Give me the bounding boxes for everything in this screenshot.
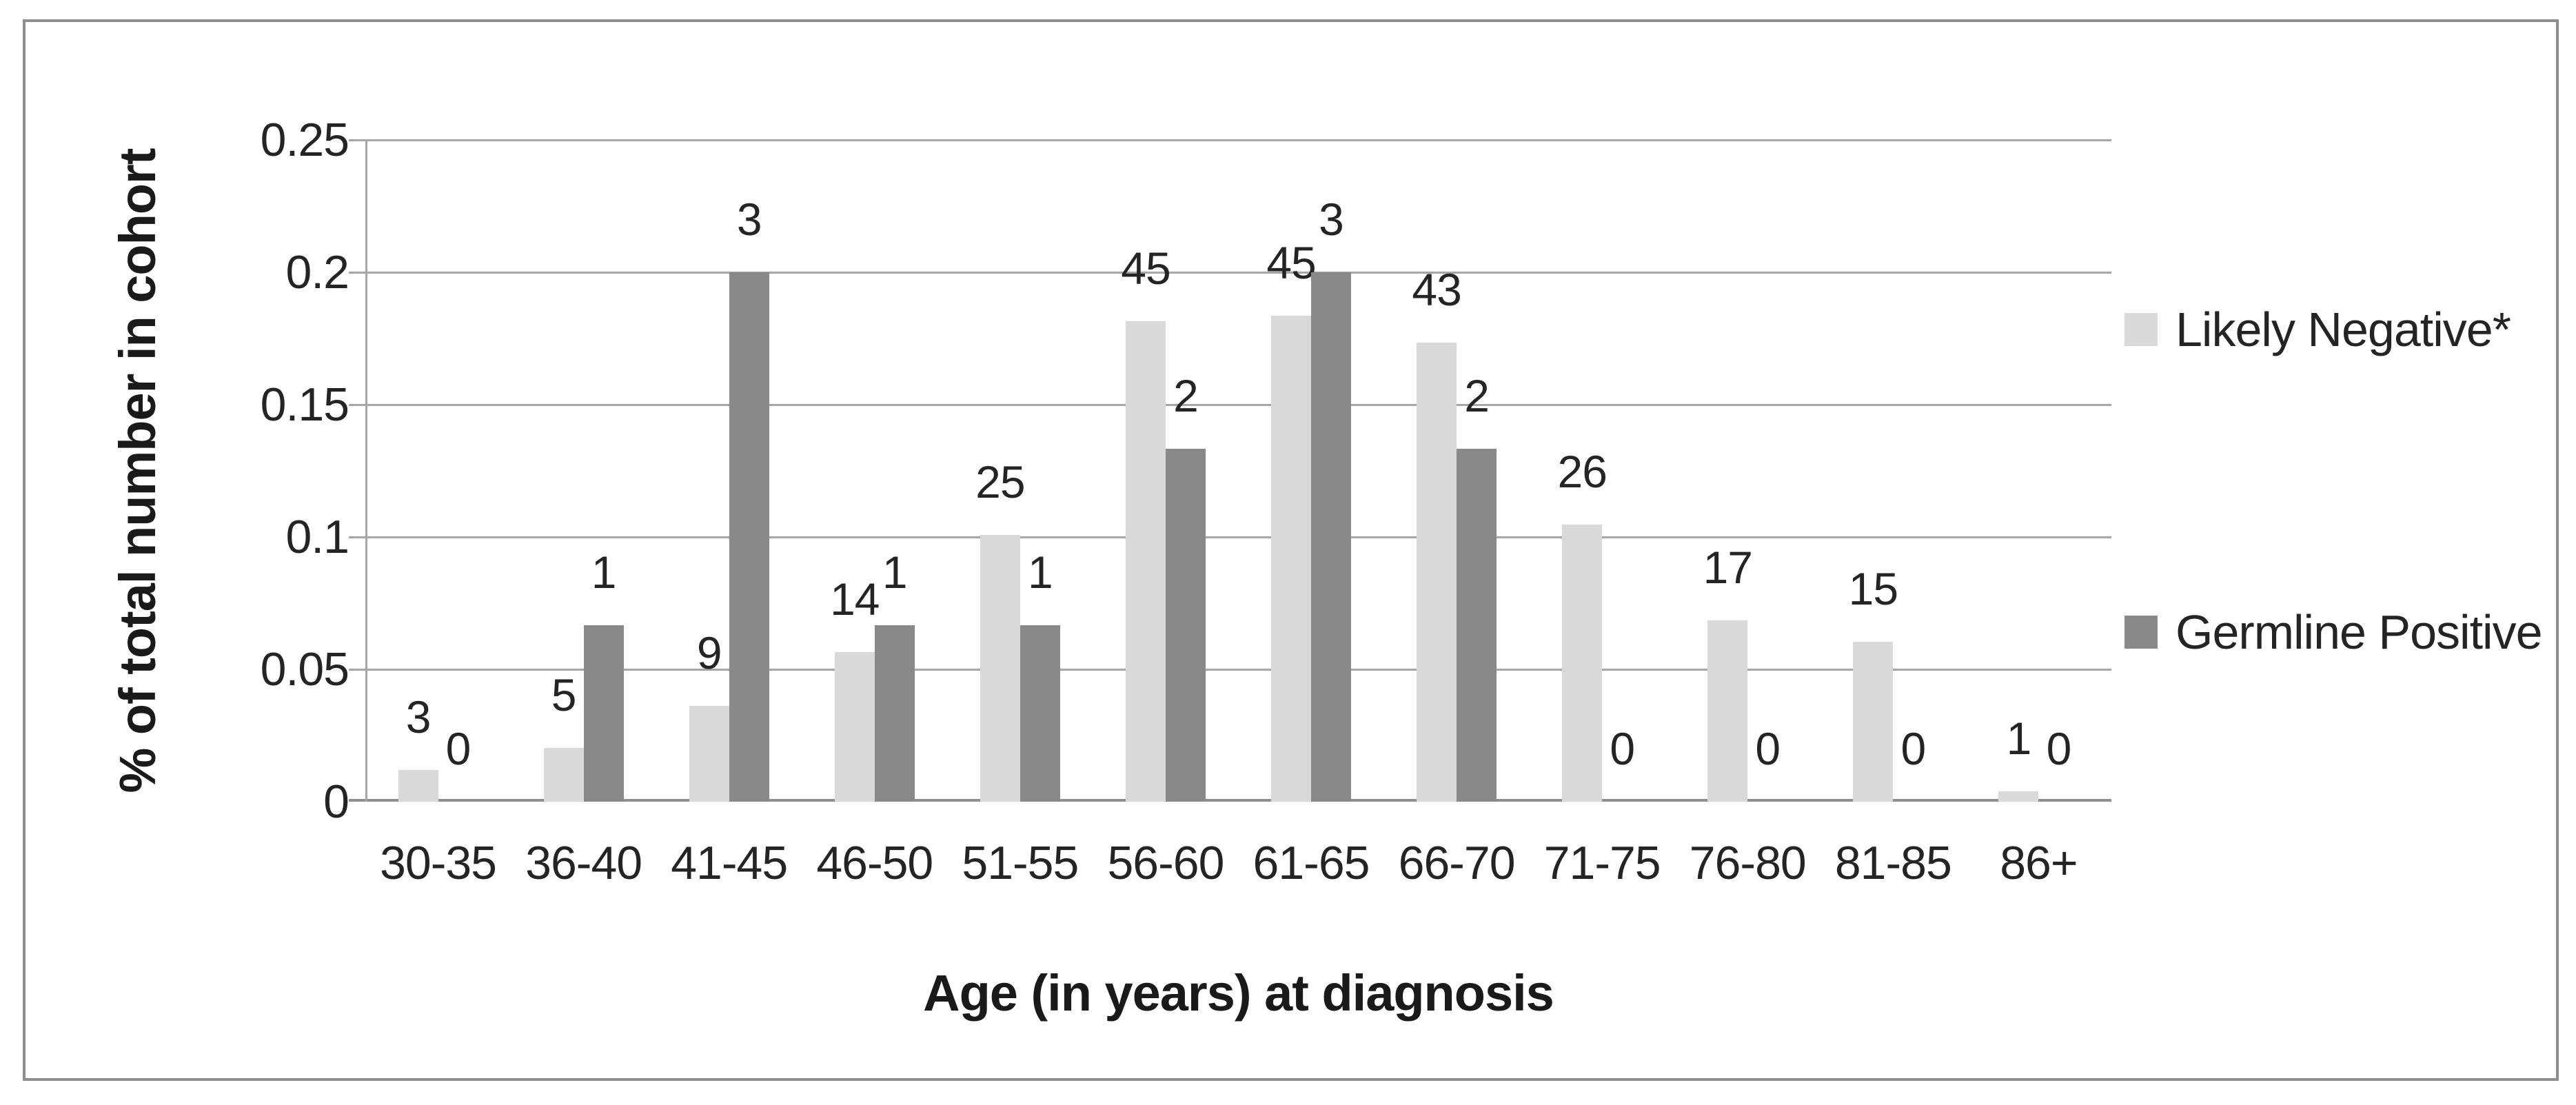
bar-value-label: 45 — [1121, 243, 1170, 294]
legend-label: Germline Positive — [2176, 605, 2543, 659]
x-tick-label: 36-40 — [525, 837, 642, 889]
bar-value-label: 5 — [551, 669, 577, 721]
legend-swatch — [2124, 313, 2158, 346]
y-axis-tick-labels: 0 0.05 0.1 0.15 0.2 0.25 — [103, 114, 349, 828]
y-tick-label: 0.2 — [285, 246, 349, 298]
y-tick-label: 0.15 — [260, 378, 349, 431]
bar-group: 43 2 — [1384, 140, 1530, 802]
x-tick-label: 86+ — [2000, 837, 2078, 889]
x-tick-label: 46-50 — [816, 837, 933, 889]
bar-group: 45 3 — [1239, 140, 1384, 802]
legend-item: Likely Negative* — [2124, 302, 2511, 357]
x-tick-label: 56-60 — [1107, 837, 1224, 889]
x-tick-label: 30-35 — [380, 837, 497, 889]
bar-likely-negative — [1562, 524, 1603, 802]
bar-value-label: 3 — [736, 194, 762, 245]
bar-value-label: 0 — [445, 723, 471, 774]
bar-value-label: 3 — [405, 691, 432, 742]
bar-germline-positive — [874, 625, 915, 802]
bar-likely-negative — [1271, 316, 1312, 802]
y-tick-label: 0.05 — [260, 643, 349, 696]
x-axis-title: Age (in years) at diagnosis — [923, 964, 1554, 1022]
bar-likely-negative — [834, 652, 875, 802]
bar-value-label: 1 — [2006, 712, 2032, 764]
gridline — [349, 139, 2111, 141]
bar-value-label: 26 — [1557, 445, 1607, 497]
bar-value-label: 17 — [1703, 541, 1753, 593]
gridline — [349, 403, 2111, 406]
x-tick-label: 66-70 — [1398, 837, 1516, 889]
bar-likely-negative — [398, 769, 438, 802]
bar-likely-negative — [1707, 620, 1748, 802]
bar-germline-positive — [1457, 449, 1497, 802]
bar-germline-positive — [1165, 449, 1206, 802]
bar-group: 14 1 — [802, 140, 947, 802]
bar-likely-negative — [1125, 321, 1166, 802]
legend-label: Likely Negative* — [2176, 303, 2511, 356]
bar-group: 25 1 — [947, 140, 1093, 802]
y-tick-label: 0 — [323, 775, 349, 828]
bar-value-label: 0 — [1610, 723, 1635, 774]
y-tick-label: 0.1 — [285, 511, 349, 563]
bar-germline-positive — [729, 272, 769, 802]
bar-germline-positive — [1311, 272, 1352, 802]
y-tick-label: 0.25 — [260, 114, 349, 166]
bar-likely-negative — [980, 534, 1020, 802]
x-tick-label: 51-55 — [962, 837, 1079, 889]
bar-likely-negative — [689, 705, 729, 802]
x-tick-label: 71-75 — [1543, 837, 1661, 889]
legend-swatch — [2124, 616, 2158, 649]
plot-area: 3 0 5 1 9 3 14 1 25 1 45 2 45 3 43 2 26 0 17 0 15 0 1 0 — [349, 139, 2111, 802]
x-axis-category-labels: 30-35 36-40 41-45 46-50 51-55 56-60 61-65 66-70… — [365, 836, 2111, 890]
bar-value-label: 2 — [1173, 370, 1199, 422]
x-tick-label: 76-80 — [1689, 837, 1807, 889]
bar-likely-negative — [1853, 641, 1894, 802]
bar-value-label: 2 — [1464, 370, 1490, 422]
bar-value-label: 1 — [591, 546, 617, 598]
bar-likely-negative — [1417, 343, 1457, 802]
legend-item: Germline Positive — [2124, 605, 2543, 660]
bar-value-label: 3 — [1319, 194, 1344, 245]
bar-value-label: 9 — [696, 627, 722, 678]
bar-germline-positive — [583, 625, 624, 802]
y-axis-line — [365, 140, 367, 802]
x-axis-line — [349, 799, 2111, 802]
bar-group: 15 0 — [1821, 140, 1966, 802]
bar-germline-positive — [1020, 625, 1060, 802]
bar-value-label: 14 — [830, 574, 880, 625]
x-tick-label: 41-45 — [671, 837, 788, 889]
bar-likely-negative — [1998, 791, 2039, 802]
bar-value-label: 1 — [882, 546, 908, 598]
bar-value-label: 0 — [1900, 723, 1927, 774]
bar-value-label: 25 — [975, 456, 1025, 507]
bar-value-label: 0 — [1755, 723, 1781, 774]
bar-value-label: 15 — [1848, 562, 1898, 614]
bar-likely-negative — [543, 748, 584, 802]
bar-value-label: 43 — [1412, 264, 1461, 316]
x-tick-label: 61-65 — [1252, 837, 1370, 889]
gridline — [349, 536, 2111, 538]
bar-group: 45 2 — [1093, 140, 1238, 802]
bar-value-label: 1 — [1028, 546, 1053, 598]
bar-value-label: 45 — [1266, 237, 1316, 289]
bar-group: 17 0 — [1675, 140, 1821, 802]
gridline — [349, 271, 2111, 274]
bar-value-label: 0 — [2046, 723, 2072, 774]
gridline — [349, 668, 2111, 671]
x-tick-label: 81-85 — [1834, 837, 1952, 889]
bar-group: 26 0 — [1530, 140, 1675, 802]
